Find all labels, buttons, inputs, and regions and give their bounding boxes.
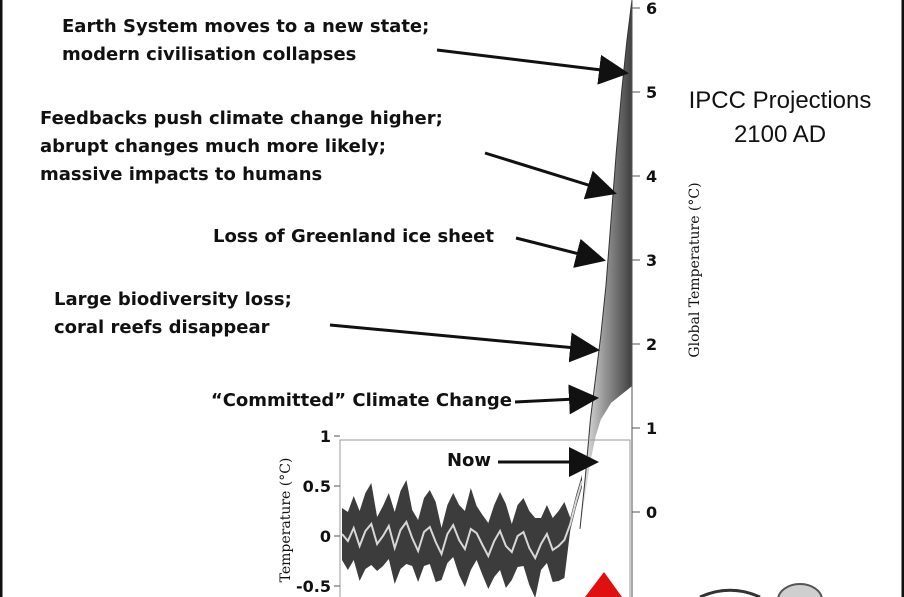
historic-band [342,475,582,597]
annotation-arrow [514,384,599,415]
annotation-greenland: Loss of Greenland ice sheet [213,226,606,268]
historic-inset-frame [339,439,631,597]
annotation-text: Feedbacks push climate change higher; [40,108,443,129]
annotation-biodiversity: Large biodiversity loss; coral reefs disa… [54,289,600,363]
red-arrow-icon [585,572,622,597]
annotation-text: coral reefs disappear [54,317,270,338]
right-tick-label: 0 [646,503,657,522]
projection-fan [579,0,633,529]
annotation-text: Earth System moves to a new state; [62,16,429,37]
left-axis-ticks: 1 0.5 0 -0.5 [296,427,340,596]
annotation-committed: “Committed” Climate Change [211,384,599,415]
right-axis-ticks: 0 1 2 3 4 5 6 [632,0,657,522]
annotation-text: “Committed” Climate Change [211,390,512,411]
partial-logo-icon [699,588,761,597]
right-axis-title: Global Temperature (°C) [687,182,703,357]
right-tick-label: 5 [646,83,657,102]
annotations: Earth System moves to a new state; modern… [40,16,629,477]
annotation-text: modern civilisation collapses [62,44,356,65]
annotation-text: abrupt changes much more likely; [40,136,386,157]
right-tick-label: 3 [646,251,657,270]
annotation-text: massive impacts to humans [40,164,322,185]
right-tick-label: 2 [646,335,657,354]
right-tick-label: 1 [646,419,657,438]
partial-globe-icon [777,583,823,597]
annotation-arrow [484,151,617,200]
ipcc-subtitle: 2100 AD [734,121,826,148]
right-tick-label: 6 [646,0,657,18]
historic-mean-line [341,480,583,561]
ipcc-title: IPCC Projections [689,87,872,114]
left-tick-label: -0.5 [296,577,331,596]
annotation-feedbacks: Feedbacks push climate change higher; abr… [40,108,617,200]
historic-series [341,475,583,597]
annotation-text: Large biodiversity loss; [54,289,292,310]
annotation-arrow [515,236,606,268]
left-tick-label: 0 [320,527,331,546]
left-tick-label: 0.5 [303,477,331,496]
annotation-collapse: Earth System moves to a new state; modern… [62,16,629,85]
left-tick-label: 1 [320,427,331,446]
right-tick-label: 4 [646,167,657,186]
annotation-now: Now [447,447,599,477]
annotation-text: Loss of Greenland ice sheet [213,226,494,247]
left-axis-title: Temperature (°C) [278,458,294,583]
projection-band [580,0,632,529]
annotation-arrow [436,48,629,85]
annotation-text: Now [447,450,491,471]
annotation-arrow [329,323,600,363]
